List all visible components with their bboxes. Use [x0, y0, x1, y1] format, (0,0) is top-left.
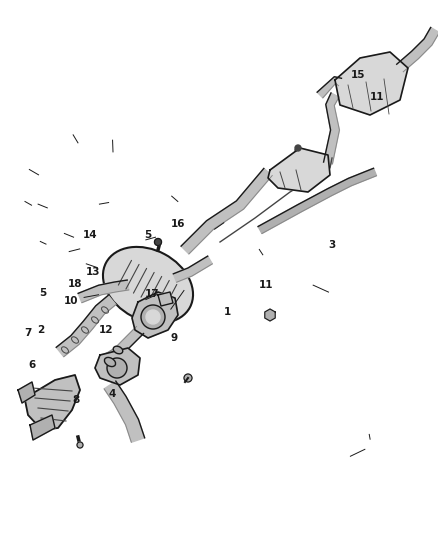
Circle shape — [107, 358, 127, 378]
Polygon shape — [25, 375, 80, 430]
Circle shape — [141, 305, 165, 329]
Text: 7: 7 — [24, 328, 32, 338]
Circle shape — [146, 310, 160, 324]
Polygon shape — [181, 168, 272, 254]
Polygon shape — [56, 295, 116, 357]
Text: 10: 10 — [64, 296, 78, 306]
Text: 17: 17 — [145, 289, 159, 299]
Text: 6: 6 — [28, 360, 36, 370]
Polygon shape — [397, 28, 438, 72]
Polygon shape — [317, 77, 342, 98]
Text: 8: 8 — [72, 395, 80, 405]
Circle shape — [184, 374, 192, 382]
Text: 18: 18 — [68, 279, 82, 288]
Text: 11: 11 — [258, 280, 273, 290]
Polygon shape — [324, 93, 339, 164]
Polygon shape — [258, 168, 377, 233]
Polygon shape — [132, 292, 178, 338]
Polygon shape — [158, 292, 173, 306]
Text: 5: 5 — [39, 288, 47, 298]
Circle shape — [295, 145, 301, 151]
Text: 3: 3 — [328, 240, 336, 250]
Text: 5: 5 — [145, 230, 152, 239]
Text: 13: 13 — [85, 267, 100, 277]
Polygon shape — [78, 280, 129, 303]
Text: 14: 14 — [83, 230, 98, 239]
Text: 15: 15 — [350, 70, 365, 79]
Text: 1: 1 — [223, 307, 231, 317]
Text: 11: 11 — [370, 92, 385, 102]
Text: 2: 2 — [37, 326, 45, 335]
Ellipse shape — [104, 358, 116, 367]
Circle shape — [155, 238, 162, 246]
Circle shape — [77, 442, 83, 448]
Polygon shape — [18, 382, 35, 403]
Text: 9: 9 — [171, 334, 178, 343]
Text: 16: 16 — [171, 219, 185, 229]
Ellipse shape — [113, 346, 123, 354]
Ellipse shape — [103, 247, 193, 323]
Polygon shape — [104, 381, 145, 442]
Polygon shape — [268, 148, 330, 192]
Polygon shape — [173, 256, 212, 282]
Polygon shape — [95, 348, 140, 385]
Polygon shape — [30, 415, 55, 440]
Polygon shape — [335, 52, 408, 115]
Polygon shape — [265, 309, 275, 321]
Text: 4: 4 — [108, 390, 115, 399]
Polygon shape — [102, 327, 144, 364]
Text: 12: 12 — [99, 326, 113, 335]
